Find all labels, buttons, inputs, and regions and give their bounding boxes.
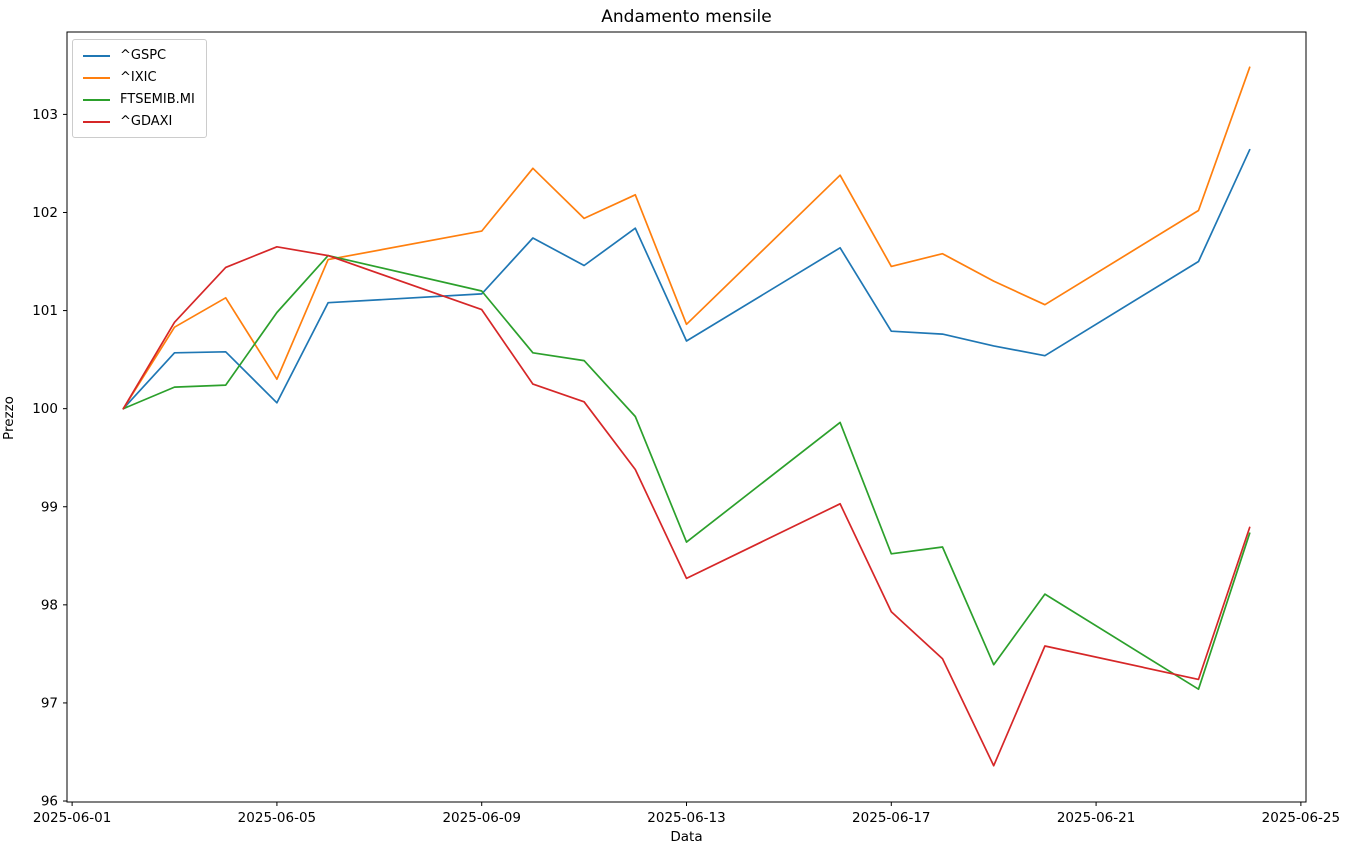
legend: ^GSPC ^IXIC FTSEMIB.MI ^GDAXI bbox=[72, 39, 207, 138]
y-tick-label: 101 bbox=[32, 303, 58, 319]
chart-title: Andamento mensile bbox=[601, 7, 772, 27]
series-line-FTSEMIB.MI bbox=[122, 254, 1251, 691]
series-line-^GDAXI bbox=[122, 245, 1251, 767]
x-tick-label: 2025-06-09 bbox=[442, 810, 520, 826]
y-tick-label: 97 bbox=[41, 695, 58, 711]
y-tick-label: 102 bbox=[32, 205, 58, 221]
legend-label: ^GSPC bbox=[120, 48, 167, 63]
y-tick-label: 103 bbox=[32, 107, 58, 123]
y-tick-label: 99 bbox=[41, 499, 58, 515]
series-line-^GSPC bbox=[122, 148, 1251, 410]
y-tick-label: 100 bbox=[32, 401, 58, 417]
x-tick-label: 2025-06-13 bbox=[647, 810, 725, 826]
y-tick-label: 98 bbox=[41, 597, 58, 613]
x-tick-label: 2025-06-17 bbox=[852, 810, 930, 826]
x-tick-label: 2025-06-01 bbox=[33, 810, 111, 826]
legend-line-swatch bbox=[83, 120, 110, 123]
y-tick-label: 96 bbox=[41, 794, 58, 810]
legend-line-swatch bbox=[83, 76, 110, 79]
series-line-^IXIC bbox=[122, 66, 1251, 410]
axes-frame bbox=[66, 31, 1307, 803]
legend-item: ^GDAXI bbox=[83, 113, 195, 130]
legend-line-swatch bbox=[83, 54, 110, 57]
legend-line-swatch bbox=[83, 98, 110, 101]
x-tick-label: 2025-06-25 bbox=[1262, 810, 1340, 826]
legend-label: ^GDAXI bbox=[120, 114, 173, 129]
x-tick-label: 2025-06-05 bbox=[238, 810, 316, 826]
legend-label: FTSEMIB.MI bbox=[120, 92, 195, 107]
x-axis-label: Data bbox=[670, 829, 703, 845]
y-axis-label: Prezzo bbox=[1, 396, 17, 440]
x-tick-label: 2025-06-21 bbox=[1057, 810, 1135, 826]
legend-item: FTSEMIB.MI bbox=[83, 91, 195, 108]
legend-item: ^IXIC bbox=[83, 69, 195, 86]
legend-label: ^IXIC bbox=[120, 70, 157, 85]
legend-item: ^GSPC bbox=[83, 47, 195, 64]
